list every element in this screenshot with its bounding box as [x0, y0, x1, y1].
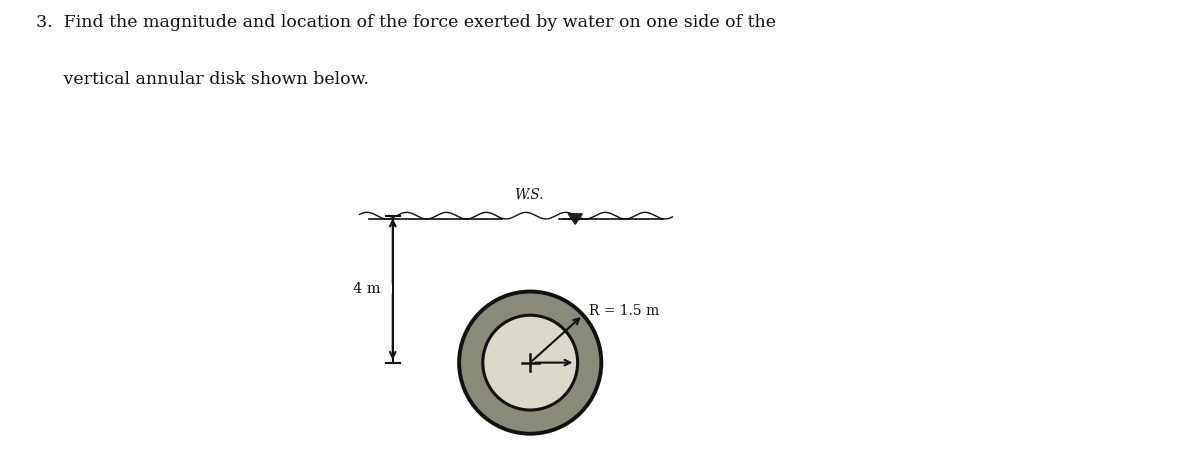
Circle shape: [460, 292, 601, 434]
Text: R = 1.5 m: R = 1.5 m: [589, 304, 659, 318]
Text: r = 1 m: r = 1 m: [503, 376, 556, 390]
Text: 3.  Find the magnitude and location of the force exerted by water on one side of: 3. Find the magnitude and location of th…: [36, 14, 776, 31]
Circle shape: [482, 315, 577, 410]
Text: W.S.: W.S.: [515, 188, 544, 202]
Text: 4 m: 4 m: [353, 282, 380, 296]
Text: vertical annular disk shown below.: vertical annular disk shown below.: [36, 71, 370, 88]
Polygon shape: [568, 214, 582, 224]
